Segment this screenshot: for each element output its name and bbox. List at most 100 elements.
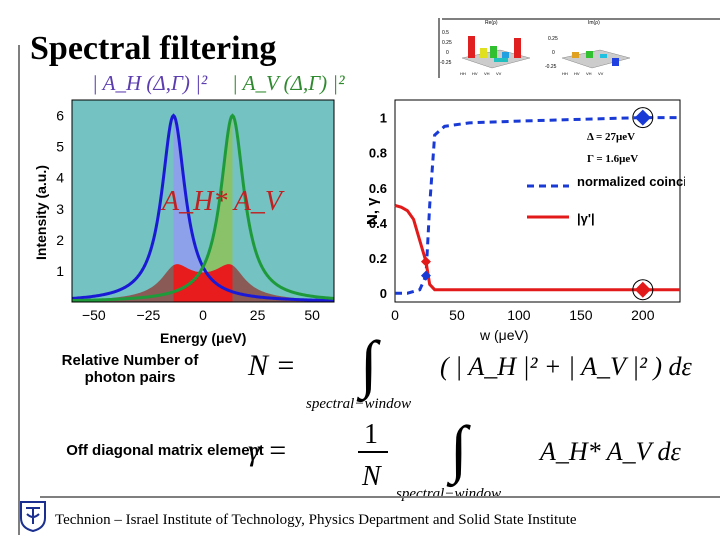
inset-bar <box>586 51 593 58</box>
spectrum-ytick: 2 <box>56 232 64 248</box>
inset-basis-label: HH <box>562 71 568 76</box>
marker-circle <box>632 279 654 301</box>
inset-bar <box>490 46 497 58</box>
legend-label-coincidences: normalized coincidences <box>577 174 685 189</box>
spectrum-ylabel: Intensity (a.u.) <box>33 165 49 260</box>
data-marker <box>634 109 651 126</box>
inset-re-tick: 0.25 <box>442 40 452 46</box>
curve-AV <box>71 113 335 303</box>
inset-basis-label: HV <box>574 71 580 76</box>
eq-gamma-integral: ∫ <box>446 413 471 488</box>
eq-gamma-numerator: 1 <box>364 419 378 450</box>
coincidence-ytick: 0.6 <box>369 181 387 196</box>
inset-im-tick: 0 <box>552 50 555 56</box>
inset-bar <box>572 52 579 58</box>
inset-im-tick: -0.25 <box>545 64 557 70</box>
coincidence-xtick: 50 <box>449 307 465 323</box>
eq-gamma-subscript: spectral−window <box>396 486 501 502</box>
label-number-of-pairs: Relative Number of photon pairs <box>61 352 199 386</box>
spectrum-ytick: 3 <box>56 201 64 217</box>
inset-re-tick: 0 <box>446 50 449 56</box>
coincidence-xtick: 100 <box>507 307 531 323</box>
spectrum-plot-frame <box>71 99 335 303</box>
inset-basis-label: VV <box>598 71 604 76</box>
label-AH-star-AV: A_H* A_V <box>160 186 285 217</box>
coincidence-xlabel: w (μeV) <box>479 327 529 343</box>
slide-frame-left <box>18 45 20 535</box>
inset-basis-label: VH <box>484 71 490 76</box>
data-marker <box>420 256 431 267</box>
inset-basis-label: VH <box>586 71 592 76</box>
slide-title: Spectral filtering <box>30 30 277 67</box>
spectrum-ytick: 4 <box>56 170 64 186</box>
eq-N-subscript: spectral−window <box>306 396 411 412</box>
data-marker <box>634 281 651 298</box>
spectrum-ytick: 1 <box>56 263 64 279</box>
density-matrix-inset: Re(ρ) Im(ρ) 0.5 0.25 0 -0.25 0.25 0 -0.2… <box>440 20 631 76</box>
inset-bar <box>468 36 475 58</box>
coincidence-ytick: 0 <box>380 286 387 301</box>
legend-label-gamma: |γ'| <box>577 211 595 226</box>
slide-frame-top <box>442 18 720 20</box>
label-AV-squared: | A_V (Δ,Γ) |² <box>232 71 345 95</box>
label-off-diagonal: Off diagonal matrix element <box>66 442 264 459</box>
series-gamma <box>394 203 680 292</box>
coincidence-xtick: 0 <box>391 307 399 323</box>
spectrum-xtick: −25 <box>137 307 161 323</box>
inset-re-ticks: 0.5 0.25 0 -0.25 <box>440 30 452 66</box>
coincidence-plot-frame <box>394 99 681 303</box>
inset-im-tick: 0.25 <box>548 36 558 42</box>
series-coincidences <box>395 116 680 295</box>
inset-bar <box>514 38 521 58</box>
inset-re-tick: 0.5 <box>442 30 449 36</box>
eq-N-integral: ∫ <box>356 335 381 403</box>
param-delta: Δ = 27μeV <box>587 131 635 143</box>
inset-re-title: Re(ρ) <box>485 20 498 26</box>
technion-logo-icon <box>20 501 46 532</box>
footer-divider <box>40 496 720 498</box>
eq-gamma-denominator: N <box>361 461 382 492</box>
spectrum-plot: −50 −25 0 25 50 1 2 3 4 5 6 Energy (μeV) Intensity… <box>33 71 345 346</box>
spectrum-ytick: 6 <box>56 108 64 124</box>
coincidence-ytick: 0.2 <box>369 251 387 266</box>
inset-basis-labels: HH HV VH VV HH HV VH VV <box>460 71 604 76</box>
spectrum-xtick: −50 <box>82 307 106 323</box>
inset-re-tick: -0.25 <box>440 60 452 66</box>
coincidence-xtick: 200 <box>631 307 655 323</box>
coincidence-ylabel: N, γ <box>364 197 381 225</box>
eq-N-integrand: ( | A_H |² + | A_V |² ) dε <box>440 352 693 381</box>
spectrum-ytick: 5 <box>56 139 64 155</box>
inset-basis-label: VV <box>496 71 502 76</box>
inset-bar <box>600 54 607 58</box>
footer-text: Technion – Israel Institute of Technolog… <box>55 512 577 528</box>
product-region-window <box>173 264 233 302</box>
marker-circle <box>632 107 654 129</box>
slide-frame-top-divider <box>438 18 440 78</box>
spectrum-xlabel: Energy (μeV) <box>160 330 246 346</box>
inset-bar <box>612 58 619 66</box>
eq-N-lhs: N = <box>247 349 296 382</box>
inset-re-bars <box>461 36 531 69</box>
inset-bar <box>502 52 509 58</box>
coincidence-xtick: 150 <box>569 307 593 323</box>
inset-basis-label: HV <box>472 71 478 76</box>
spectrum-xtick: 25 <box>250 307 266 323</box>
param-gamma: Γ = 1.6μeV <box>587 153 638 165</box>
coincidence-ytick: 0.4 <box>369 216 388 231</box>
coincidence-ytick: 0.8 <box>369 146 387 161</box>
eq-gamma-lhs: γ = <box>248 434 288 467</box>
inset-basis-label: HH <box>460 71 466 76</box>
inset-bar <box>494 58 508 62</box>
data-marker <box>420 270 431 281</box>
inset-im-bars <box>561 49 631 69</box>
eq-gamma-integrand: A_H* A_V dε <box>538 437 681 466</box>
spectrum-xtick: 50 <box>304 307 320 323</box>
spectrum-xtick: 0 <box>199 307 207 323</box>
inset-bar <box>480 48 487 58</box>
inset-im-title: Im(ρ) <box>588 20 600 26</box>
coincidence-ytick: 1 <box>380 111 387 126</box>
label-AH-squared: | A_H (Δ,Γ) |² <box>92 71 208 95</box>
equations-block: N = ∫ spectral−window ( | A_H |² + | A_V… <box>247 335 693 502</box>
inset-im-ticks: 0.25 0 -0.25 <box>545 36 558 70</box>
